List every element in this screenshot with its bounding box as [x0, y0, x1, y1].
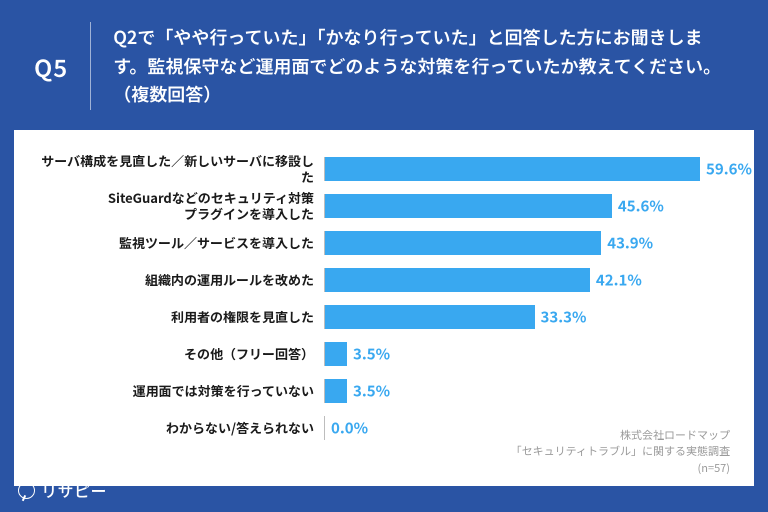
brand-badge: リサピー: [18, 478, 107, 502]
bar-value: 42.1%: [596, 270, 642, 291]
question-number: Q5: [34, 49, 68, 84]
bar-value: 3.5%: [353, 381, 390, 402]
chart-panel: サーバ構成を見直した／新しいサーバに移設した59.6%SiteGuardなどのセ…: [14, 130, 754, 486]
footnote-line: (n=57): [511, 460, 730, 477]
bar-value: 59.6%: [706, 159, 752, 180]
bar-label: 運用面では対策を行っていない: [34, 383, 324, 399]
bar-value: 45.6%: [618, 196, 664, 217]
bar-track: 59.6%: [324, 157, 734, 181]
question-text: Q2で「やや行っていた」「かなり行っていた」と回答した方にお聞きします。監視保守…: [113, 23, 734, 109]
bar-fill: 59.6%: [325, 157, 700, 181]
bar-label: わからない/答えられない: [34, 420, 324, 436]
bar-value: 33.3%: [541, 307, 587, 328]
question-header: Q5 Q2で「やや行っていた」「かなり行っていた」と回答した方にお聞きします。監…: [0, 0, 768, 130]
bar-fill: 3.5%: [325, 342, 347, 366]
bar-row: 監視ツール／サービスを導入した43.9%: [34, 228, 734, 258]
bar-track: 45.6%: [324, 194, 734, 218]
bar-label: 監視ツール／サービスを導入した: [34, 235, 324, 251]
brand-name: リサピー: [41, 478, 107, 502]
bar-label: その他（フリー回答）: [34, 346, 324, 362]
bar-row: SiteGuardなどのセキュリティ対策プラグインを導入した45.6%: [34, 191, 734, 221]
bar-fill: 45.6%: [325, 194, 612, 218]
bar-fill: 3.5%: [325, 379, 347, 403]
bar-fill: 33.3%: [325, 305, 535, 329]
footnote-line: 株式会社ロードマップ: [511, 427, 730, 444]
bar-row: サーバ構成を見直した／新しいサーバに移設した59.6%: [34, 154, 734, 184]
bar-value: 0.0%: [331, 418, 368, 439]
brand-icon: [18, 482, 35, 499]
bar-value: 43.9%: [607, 233, 653, 254]
footnote-line: 「セキュリティトラブル」に関する実態調査: [511, 443, 730, 460]
chart-footnote: 株式会社ロードマップ 「セキュリティトラブル」に関する実態調査 (n=57): [511, 427, 730, 477]
bar-rows: サーバ構成を見直した／新しいサーバに移設した59.6%SiteGuardなどのセ…: [34, 154, 734, 443]
bar-track: 3.5%: [324, 379, 734, 403]
bar-label: 組織内の運用ルールを改めた: [34, 272, 324, 288]
bar-row: その他（フリー回答）3.5%: [34, 339, 734, 369]
bar-value: 3.5%: [353, 344, 390, 365]
bar-fill: 43.9%: [325, 231, 601, 255]
survey-chart-frame: Q5 Q2で「やや行っていた」「かなり行っていた」と回答した方にお聞きします。監…: [0, 0, 768, 512]
bar-row: 組織内の運用ルールを改めた42.1%: [34, 265, 734, 295]
bar-label: サーバ構成を見直した／新しいサーバに移設した: [34, 153, 324, 186]
bar-track: 42.1%: [324, 268, 734, 292]
bar-track: 3.5%: [324, 342, 734, 366]
bar-track: 43.9%: [324, 231, 734, 255]
bar-label: 利用者の権限を見直した: [34, 309, 324, 325]
bar-fill: 42.1%: [325, 268, 590, 292]
bar-row: 利用者の権限を見直した33.3%: [34, 302, 734, 332]
header-divider: [90, 22, 91, 110]
bar-row: 運用面では対策を行っていない3.5%: [34, 376, 734, 406]
bar-label: SiteGuardなどのセキュリティ対策プラグインを導入した: [34, 190, 324, 223]
bar-track: 33.3%: [324, 305, 734, 329]
